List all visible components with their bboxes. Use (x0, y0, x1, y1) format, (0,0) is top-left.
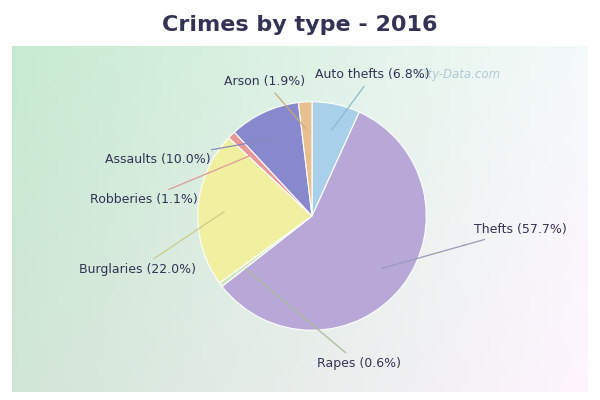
Wedge shape (229, 132, 312, 216)
Wedge shape (198, 138, 312, 283)
Text: Thefts (57.7%): Thefts (57.7%) (382, 223, 566, 268)
Text: Crimes by type - 2016: Crimes by type - 2016 (162, 15, 438, 35)
Wedge shape (220, 216, 312, 286)
Wedge shape (312, 102, 359, 216)
Wedge shape (222, 112, 426, 330)
Text: Auto thefts (6.8%): Auto thefts (6.8%) (315, 68, 430, 130)
Text: Rapes (0.6%): Rapes (0.6%) (245, 269, 401, 370)
Wedge shape (298, 102, 312, 216)
Text: City-Data.com: City-Data.com (416, 68, 500, 81)
Text: Arson (1.9%): Arson (1.9%) (224, 75, 305, 128)
Wedge shape (235, 102, 312, 216)
Text: Robberies (1.1%): Robberies (1.1%) (90, 156, 250, 206)
Text: Burglaries (22.0%): Burglaries (22.0%) (79, 212, 224, 276)
Text: Assaults (10.0%): Assaults (10.0%) (104, 138, 274, 166)
